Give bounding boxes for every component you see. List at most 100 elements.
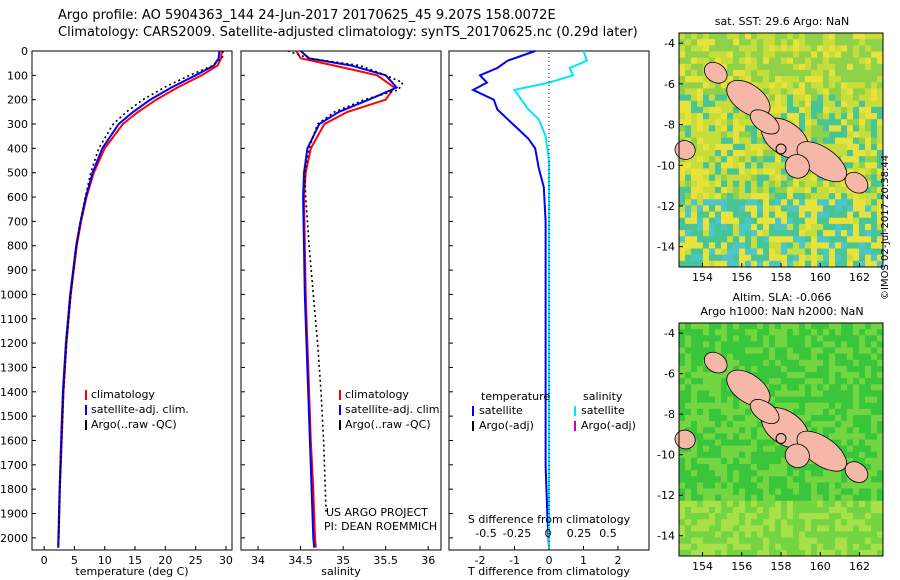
map-cell xyxy=(877,82,884,89)
map-cell xyxy=(859,519,866,526)
depth-tick-label: 1600 xyxy=(0,434,28,447)
map-cell xyxy=(793,335,800,342)
map-cell xyxy=(751,506,758,514)
map-cell xyxy=(781,33,788,40)
map-cell xyxy=(823,537,830,545)
map-cell xyxy=(733,260,740,268)
map-cell xyxy=(787,531,794,538)
map-cell xyxy=(763,372,770,379)
map-cell xyxy=(697,45,704,52)
map-cell xyxy=(859,359,866,367)
map-cell xyxy=(745,57,752,65)
map-cell xyxy=(841,543,848,551)
map-cell xyxy=(829,531,836,538)
map-cell xyxy=(787,88,794,95)
map-cell xyxy=(751,457,758,465)
map-cell xyxy=(733,341,740,348)
map-cell xyxy=(697,323,704,330)
map-cell xyxy=(871,230,878,237)
map-cell xyxy=(865,329,872,336)
map-cell xyxy=(871,433,878,440)
map-cell xyxy=(703,329,710,336)
map-cell xyxy=(805,464,812,471)
map-cell xyxy=(721,372,728,379)
map-cell xyxy=(781,525,788,532)
map-cell xyxy=(691,162,698,169)
legend-label: Argo(..raw -QC) xyxy=(91,418,177,431)
map-cell xyxy=(859,45,866,52)
map-cell xyxy=(781,186,788,194)
map-cell xyxy=(739,531,746,538)
map-cell xyxy=(685,205,692,212)
map-cell xyxy=(847,113,854,120)
map-cell xyxy=(835,359,842,367)
map-cell xyxy=(859,82,866,89)
map-cell xyxy=(769,211,776,219)
map-cell xyxy=(835,137,842,145)
map-cell xyxy=(751,500,758,508)
map-cell xyxy=(865,519,872,526)
map-cell xyxy=(835,402,842,410)
map-cell xyxy=(733,464,740,471)
map-cell xyxy=(841,33,848,40)
map-cell xyxy=(745,494,752,502)
map-cell xyxy=(817,94,824,102)
map-cell xyxy=(685,33,692,40)
map-cell xyxy=(823,69,830,77)
map-cell xyxy=(871,427,878,434)
map-cell xyxy=(835,57,842,65)
map-cell xyxy=(793,63,800,71)
map-cell xyxy=(781,174,788,182)
map-cell xyxy=(751,199,758,206)
map-cell xyxy=(721,236,728,243)
map-cell xyxy=(679,168,686,176)
top-axis-label: S difference from climatology xyxy=(468,513,631,526)
map-cell xyxy=(823,329,830,336)
map-cell xyxy=(757,69,764,77)
map-cell xyxy=(877,323,884,330)
map-cell xyxy=(835,63,842,71)
map-cell xyxy=(781,205,788,212)
map-cell xyxy=(733,180,740,188)
map-cell xyxy=(823,33,830,40)
map-cell xyxy=(727,39,734,46)
map-cell xyxy=(709,106,716,114)
map-cell xyxy=(733,476,740,483)
map-cell xyxy=(835,106,842,114)
map-cell xyxy=(685,217,692,225)
map-cell xyxy=(871,33,878,40)
map-cell xyxy=(805,365,812,373)
map-cell xyxy=(775,372,782,379)
map-cell xyxy=(817,248,824,256)
map-cell xyxy=(865,353,872,361)
map-cell xyxy=(763,174,770,182)
map-cell xyxy=(715,433,722,440)
depth-tick-label: 1000 xyxy=(0,288,28,301)
map-cell xyxy=(811,408,818,416)
map-cell xyxy=(697,125,704,132)
map-cell xyxy=(745,223,752,231)
map-cell xyxy=(685,525,692,532)
map-cell xyxy=(865,174,872,182)
map-cell xyxy=(793,254,800,262)
map-cell xyxy=(679,500,686,508)
map-cell xyxy=(751,347,758,355)
map-cell xyxy=(769,254,776,262)
map-cell xyxy=(751,445,758,453)
map-cell xyxy=(715,372,722,379)
map-cell xyxy=(697,248,704,256)
map-cell xyxy=(853,500,860,508)
map-cell xyxy=(829,329,836,336)
map-cell xyxy=(703,211,710,219)
map-cell xyxy=(715,329,722,336)
map-cell xyxy=(739,543,746,551)
map-cell xyxy=(859,76,866,83)
map-cell xyxy=(751,156,758,163)
map-cell xyxy=(739,162,746,169)
map-cell xyxy=(679,525,686,532)
map-cell xyxy=(697,433,704,440)
map-cell xyxy=(679,347,686,355)
map-cell xyxy=(817,353,824,361)
map-cell xyxy=(721,341,728,348)
map-cell xyxy=(745,131,752,139)
